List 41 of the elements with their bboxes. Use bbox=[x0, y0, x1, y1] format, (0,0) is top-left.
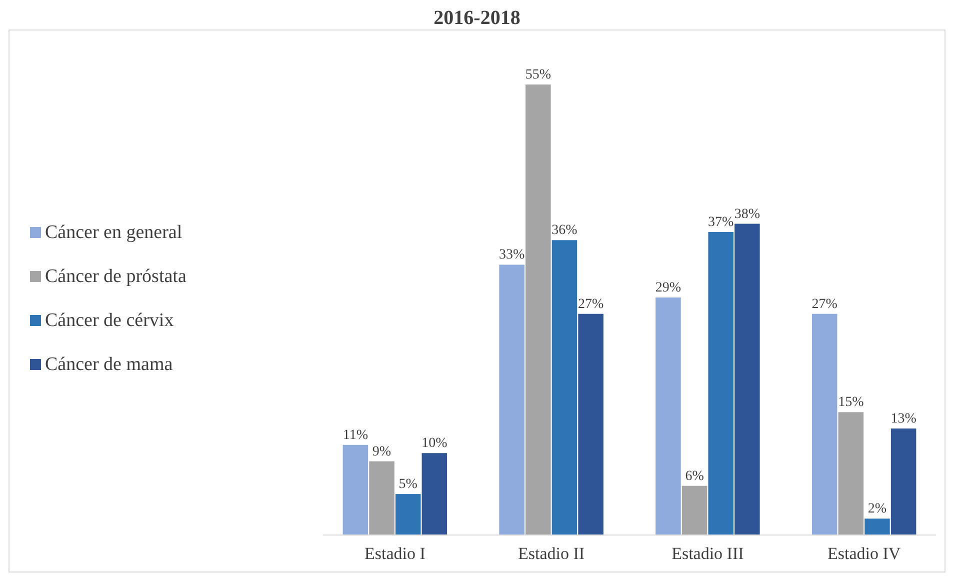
data-label: 10% bbox=[422, 436, 448, 452]
legend-label: Cáncer de cérvix bbox=[45, 310, 174, 331]
bar bbox=[838, 412, 864, 535]
data-label: 2% bbox=[868, 502, 887, 517]
bar bbox=[422, 453, 448, 535]
bar bbox=[342, 444, 368, 535]
chart-title: 2016-2018 bbox=[434, 7, 520, 29]
bar bbox=[734, 224, 760, 535]
data-label: 33% bbox=[498, 248, 525, 263]
bar bbox=[812, 314, 838, 535]
data-label: 9% bbox=[372, 444, 392, 460]
data-label: 11% bbox=[342, 428, 368, 443]
bar bbox=[526, 84, 551, 535]
bar bbox=[708, 232, 734, 535]
x-tick-label: Estadio IV bbox=[827, 544, 902, 563]
bar bbox=[395, 494, 421, 535]
bar bbox=[578, 314, 604, 535]
bar bbox=[656, 297, 681, 535]
data-label: 15% bbox=[838, 395, 864, 410]
x-tick-label: Estadio III bbox=[672, 544, 744, 563]
legend-label: Cáncer en general bbox=[45, 222, 182, 243]
bar bbox=[552, 240, 578, 535]
data-label: 55% bbox=[525, 68, 552, 83]
data-label: 6% bbox=[685, 468, 704, 484]
bar bbox=[864, 518, 890, 535]
data-label: 13% bbox=[890, 412, 917, 427]
bar bbox=[682, 486, 708, 535]
data-label: 37% bbox=[708, 214, 734, 230]
x-tick-label: Estadio II bbox=[518, 544, 585, 563]
data-label: 36% bbox=[552, 223, 578, 238]
data-label: 29% bbox=[655, 280, 682, 296]
bar bbox=[890, 428, 916, 535]
legend-label: Cáncer de mama bbox=[45, 354, 174, 375]
data-label: 27% bbox=[578, 296, 604, 312]
bar bbox=[499, 264, 524, 535]
data-label: 27% bbox=[812, 296, 838, 312]
bar bbox=[369, 461, 394, 535]
legend-label: Cáncer de próstata bbox=[45, 266, 187, 287]
data-label: 38% bbox=[734, 206, 760, 222]
data-label: 5% bbox=[398, 477, 418, 492]
x-tick-label: Estadio I bbox=[364, 544, 426, 563]
